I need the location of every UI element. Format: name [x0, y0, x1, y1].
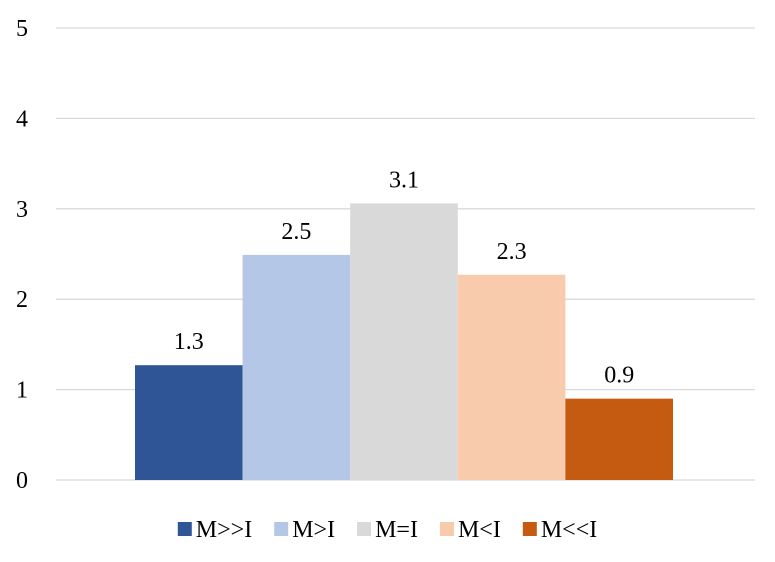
bar-1	[242, 254, 351, 480]
legend: M>>I M>I M=I M<I M<<I	[177, 517, 597, 543]
y-tick-label-0: 0	[16, 468, 28, 494]
data-label-1: 2.5	[281, 219, 311, 245]
y-tick-label-3: 3	[16, 197, 28, 223]
legend-label-4: M<<I	[541, 517, 597, 543]
legend-swatch-4	[522, 522, 537, 536]
legend-swatch-3	[439, 522, 454, 536]
legend-swatch-2	[357, 522, 372, 536]
data-label-2: 3.1	[389, 167, 419, 193]
y-tick-label-4: 4	[16, 106, 28, 132]
y-tick-label-1: 1	[16, 378, 28, 404]
y-tick-label-5: 5	[16, 16, 28, 42]
legend-label-1: M>I	[292, 517, 335, 543]
data-label-3: 2.3	[497, 239, 527, 265]
legend-label-3: M<I	[458, 517, 501, 543]
data-labels: 1.3 2.5 3.1 2.3 0.9	[174, 167, 634, 388]
legend-label-2: M=I	[375, 517, 418, 543]
data-label-4: 0.9	[604, 363, 634, 389]
bars	[135, 203, 673, 480]
data-label-0: 1.3	[174, 329, 204, 355]
y-tick-label-2: 2	[16, 287, 28, 313]
bar-3	[457, 274, 566, 480]
bar-4	[565, 398, 673, 480]
bar-2	[350, 203, 458, 480]
y-axis-ticks: 0 1 2 3 4 5	[16, 16, 28, 494]
legend-swatch-1	[274, 522, 289, 536]
legend-swatch-0	[177, 522, 192, 536]
legend-label-0: M>>I	[196, 517, 252, 543]
bar-0	[135, 365, 243, 480]
